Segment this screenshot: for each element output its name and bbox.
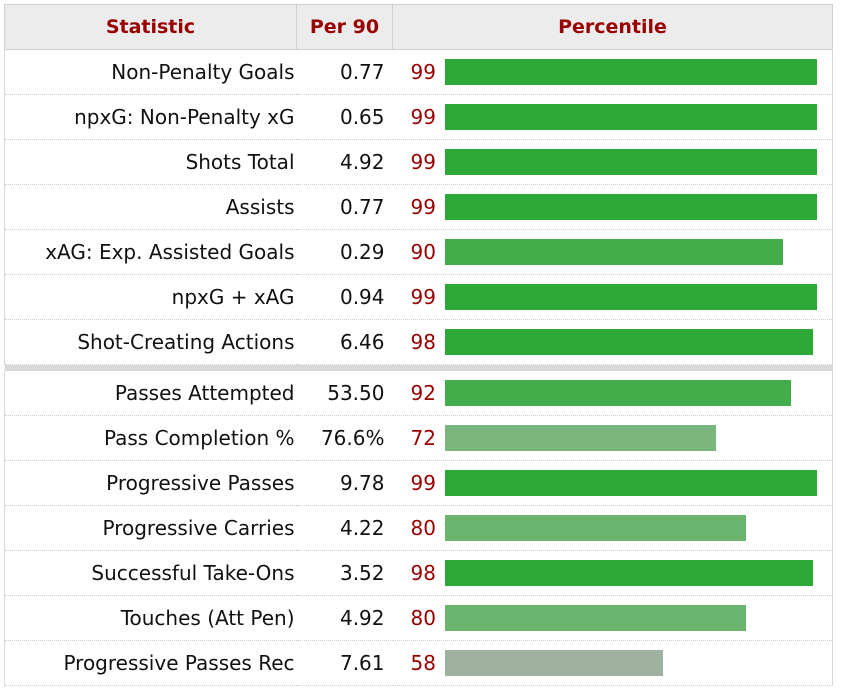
per90-value: 76.6% [296, 415, 393, 461]
per90-value: 4.92 [296, 139, 393, 185]
statistic-label: npxG + xAG [4, 274, 297, 320]
statistic-label: Non-Penalty Goals [4, 49, 297, 95]
percentile-bar [444, 329, 813, 355]
percentile-table: Statistic Per 90 Percentile Non-Penalty … [4, 4, 833, 686]
per90-value: 0.77 [296, 184, 393, 230]
statistic-label: Pass Completion % [4, 415, 297, 461]
statistic-label: Assists [4, 184, 297, 230]
per90-value: 4.92 [296, 595, 393, 641]
percentile-cell: 92 [392, 370, 833, 416]
percentile-value: 58 [410, 651, 436, 675]
percentile-cell: 99 [392, 94, 833, 140]
percentile-bar [444, 605, 746, 631]
percentile-cell: 99 [392, 274, 833, 320]
statistic-label: npxG: Non-Penalty xG [4, 94, 297, 140]
percentile-value: 98 [410, 561, 436, 585]
per90-value: 9.78 [296, 460, 393, 506]
per90-value: 0.94 [296, 274, 393, 320]
statistic-label: Progressive Passes [4, 460, 297, 506]
percentile-bar [444, 560, 813, 586]
percentile-bar [444, 104, 817, 130]
per90-value: 0.65 [296, 94, 393, 140]
separator-cell [4, 364, 833, 371]
statistic-label: Shot-Creating Actions [4, 319, 297, 365]
statistic-label: Progressive Passes Rec [4, 640, 297, 686]
table-row: Passes Attempted 53.50 92 [4, 370, 833, 416]
per90-value: 0.29 [296, 229, 393, 275]
table-row: Shots Total 4.92 99 [4, 139, 833, 185]
percentile-value: 80 [410, 606, 436, 630]
percentile-cell: 99 [392, 139, 833, 185]
per90-value: 0.77 [296, 49, 393, 95]
statistic-label: Touches (Att Pen) [4, 595, 297, 641]
percentile-cell: 99 [392, 49, 833, 95]
table-row: Successful Take-Ons 3.52 98 [4, 550, 833, 596]
statistic-label: Progressive Carries [4, 505, 297, 551]
per90-value: 53.50 [296, 370, 393, 416]
table-row: Pass Completion % 76.6% 72 [4, 415, 833, 461]
percentile-bar [444, 194, 817, 220]
table-row: Progressive Carries 4.22 80 [4, 505, 833, 551]
percentile-bar [444, 284, 817, 310]
percentile-value: 92 [410, 381, 436, 405]
statistic-label: Shots Total [4, 139, 297, 185]
per90-value: 6.46 [296, 319, 393, 365]
percentile-bar [444, 515, 746, 541]
percentile-cell: 80 [392, 595, 833, 641]
percentile-value: 99 [410, 150, 436, 174]
per90-value: 3.52 [296, 550, 393, 596]
percentile-value: 80 [410, 516, 436, 540]
percentile-cell: 98 [392, 319, 833, 365]
percentile-bar [444, 425, 716, 451]
per90-value: 4.22 [296, 505, 393, 551]
percentile-cell: 98 [392, 550, 833, 596]
percentile-cell: 58 [392, 640, 833, 686]
header-per90[interactable]: Per 90 [296, 4, 393, 50]
table-header: Statistic Per 90 Percentile [4, 4, 833, 50]
scouting-report: Statistic Per 90 Percentile Non-Penalty … [4, 4, 833, 686]
percentile-value: 72 [410, 426, 436, 450]
percentile-cell: 80 [392, 505, 833, 551]
percentile-value: 99 [410, 471, 436, 495]
percentile-bar [444, 470, 817, 496]
per90-value: 7.61 [296, 640, 393, 686]
percentile-value: 99 [410, 105, 436, 129]
percentile-value: 90 [410, 240, 436, 264]
table-row: Progressive Passes 9.78 99 [4, 460, 833, 506]
table-row: npxG + xAG 0.94 99 [4, 274, 833, 320]
percentile-bar [444, 650, 663, 676]
percentile-value: 99 [410, 60, 436, 84]
percentile-bar [444, 239, 783, 265]
table-row: Progressive Passes Rec 7.61 58 [4, 640, 833, 686]
percentile-value: 98 [410, 330, 436, 354]
percentile-value: 99 [410, 285, 436, 309]
percentile-cell: 90 [392, 229, 833, 275]
table-row: npxG: Non-Penalty xG 0.65 99 [4, 94, 833, 140]
statistic-label: xAG: Exp. Assisted Goals [4, 229, 297, 275]
table-row: Non-Penalty Goals 0.77 99 [4, 49, 833, 95]
percentile-cell: 99 [392, 460, 833, 506]
table-row: Assists 0.77 99 [4, 184, 833, 230]
percentile-cell: 72 [392, 415, 833, 461]
percentile-value: 99 [410, 195, 436, 219]
percentile-cell: 99 [392, 184, 833, 230]
percentile-bar [444, 149, 817, 175]
header-statistic[interactable]: Statistic [4, 4, 297, 50]
table-row: Shot-Creating Actions 6.46 98 [4, 319, 833, 365]
table-body: Non-Penalty Goals 0.77 99 npxG: Non-Penalty… [4, 49, 833, 686]
table-row: Touches (Att Pen) 4.92 80 [4, 595, 833, 641]
statistic-label: Passes Attempted [4, 370, 297, 416]
table-row: xAG: Exp. Assisted Goals 0.29 90 [4, 229, 833, 275]
percentile-bar [444, 59, 817, 85]
statistic-label: Successful Take-Ons [4, 550, 297, 596]
group-separator [4, 364, 833, 371]
percentile-bar [444, 380, 791, 406]
header-percentile[interactable]: Percentile [392, 4, 833, 50]
